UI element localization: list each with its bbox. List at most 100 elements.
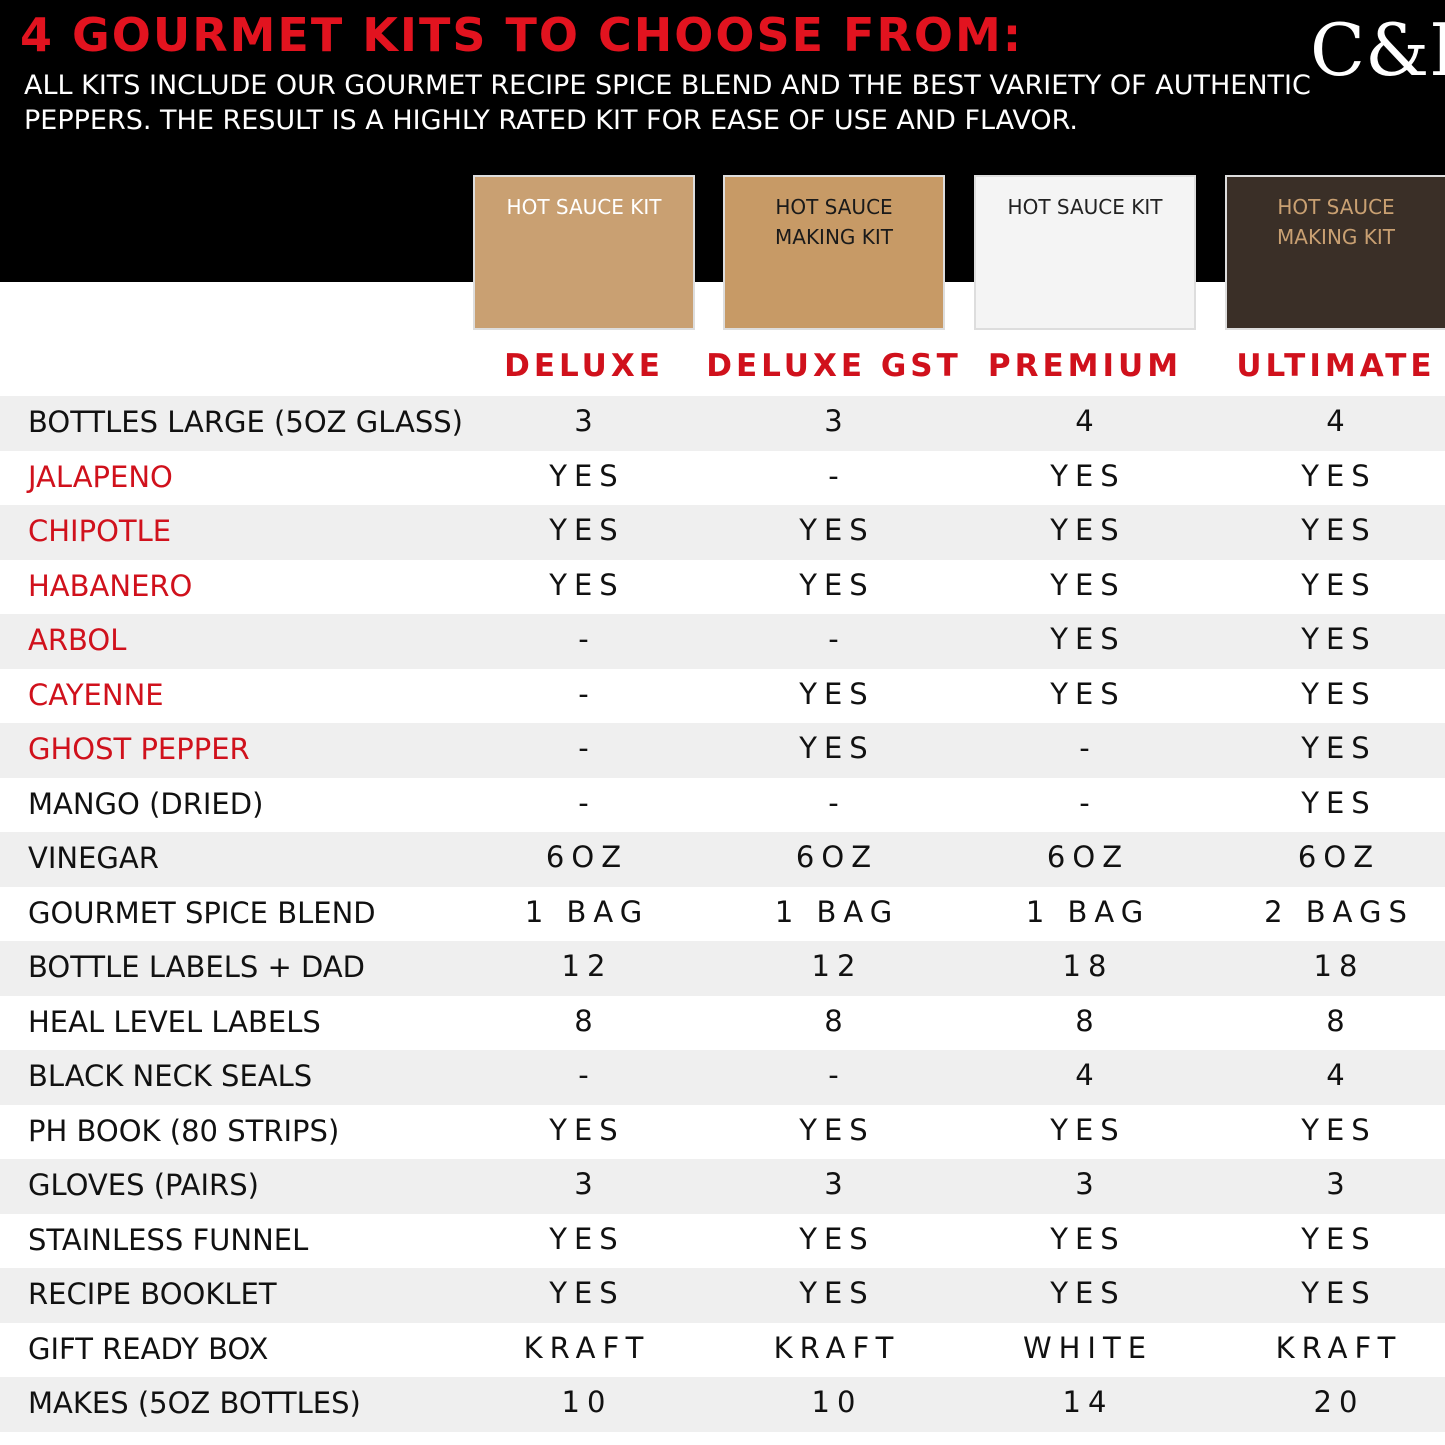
row-label: GIFT READY BOX (28, 1331, 269, 1366)
cell: YES (549, 567, 625, 602)
cell: - (578, 1058, 596, 1092)
cell: YES (799, 731, 875, 765)
table-row (0, 450, 1445, 505)
cell: - (1079, 731, 1097, 765)
cell: 12 (811, 949, 863, 983)
cell: - (578, 785, 596, 820)
table-row (0, 559, 1445, 614)
table-row (0, 396, 1445, 451)
table-row (0, 1159, 1445, 1214)
title: 4 GOURMET KITS TO CHOOSE FROM: (20, 8, 1024, 62)
cell: - (578, 731, 596, 765)
cell: 4 (1075, 404, 1101, 438)
cell: - (828, 1058, 846, 1092)
row-label: JALAPENO (28, 459, 173, 494)
cell: KRAFT (773, 1330, 901, 1365)
cell: 4 (1326, 1058, 1352, 1092)
table-row (0, 614, 1445, 669)
cell: 4 (1326, 404, 1352, 438)
product-box: HOT SAUCE MAKING KIT (723, 175, 945, 330)
cell: - (828, 622, 846, 656)
column-header: DELUXE (504, 348, 664, 384)
box-text: HOT SAUCE KIT (506, 195, 662, 219)
cell: YES (1301, 1112, 1377, 1147)
cell: 4 (1075, 1058, 1101, 1092)
cell: YES (799, 1112, 875, 1147)
table-row (0, 1213, 1445, 1268)
cell: KRAFT (523, 1330, 651, 1365)
cell: 6OZ (1046, 840, 1130, 874)
table-row (0, 723, 1445, 778)
cell: YES (799, 1221, 875, 1256)
cell: 10 (811, 1385, 863, 1419)
cell: WHITE (1022, 1330, 1154, 1365)
cell: 3 (1075, 1167, 1101, 1201)
row-label: GOURMET SPICE BLEND (28, 895, 376, 930)
cell: 1 BAG (1025, 894, 1151, 929)
box-text: HOT SAUCE KIT (1007, 195, 1163, 219)
table-row (0, 1104, 1445, 1159)
cell: YES (1050, 1276, 1126, 1310)
row-label: MAKES (5OZ BOTTLES) (28, 1386, 361, 1420)
column-header: DELUXE GST (706, 348, 962, 384)
box-text: MAKING KIT (1277, 225, 1395, 249)
cell: YES (1301, 731, 1377, 765)
cell: YES (1050, 676, 1126, 711)
product-box: HOT SAUCE MAKING KIT (1225, 175, 1445, 330)
row-label: GLOVES (PAIRS) (28, 1168, 259, 1202)
cell: YES (799, 676, 875, 711)
cell: 8 (1075, 1003, 1101, 1038)
cell: KRAFT (1275, 1330, 1403, 1365)
table-row (0, 1268, 1445, 1323)
row-label: HEAL LEVEL LABELS (28, 1004, 321, 1039)
cell: YES (549, 1221, 625, 1256)
row-label: BLACK NECK SEALS (28, 1059, 313, 1093)
cell: 8 (824, 1003, 850, 1038)
cell: 3 (824, 1167, 850, 1201)
table-row (0, 1050, 1445, 1105)
row-label: ARBOL (28, 623, 127, 657)
cell: 2 BAGS (1264, 894, 1414, 929)
cell: - (828, 785, 846, 820)
cell: 20 (1313, 1385, 1365, 1419)
cell: YES (1301, 458, 1377, 493)
table-row (0, 995, 1445, 1050)
cell: YES (1301, 785, 1377, 820)
table-row (0, 832, 1445, 887)
row-label: VINEGAR (28, 841, 159, 875)
cell: 6OZ (545, 840, 629, 874)
cell: YES (1050, 567, 1126, 602)
cell: - (828, 458, 846, 493)
cell: YES (549, 1112, 625, 1147)
cell: YES (1301, 676, 1377, 711)
cell: YES (549, 513, 625, 547)
cell: YES (1050, 622, 1126, 656)
row-label: MANGO (DRIED) (28, 786, 264, 821)
cell: 1 BAG (524, 894, 650, 929)
cell: 10 (561, 1385, 613, 1419)
box-text: HOT SAUCE (1277, 195, 1395, 219)
cell: YES (1050, 458, 1126, 493)
cell: 3 (1326, 1167, 1352, 1201)
column-header: PREMIUM (987, 348, 1183, 384)
cell: 8 (1326, 1003, 1352, 1038)
row-label: BOTTLE LABELS + DAD (28, 950, 365, 984)
cell: 1 BAG (774, 894, 900, 929)
column-header: ULTIMATE (1236, 348, 1436, 384)
cell: 6OZ (1297, 840, 1381, 874)
cell: 3 (824, 404, 850, 438)
cell: 18 (1313, 949, 1365, 983)
cell: YES (799, 567, 875, 602)
row-label: CHIPOTLE (28, 514, 172, 548)
cell: YES (1301, 513, 1377, 547)
header-band (0, 0, 1445, 282)
cell: YES (799, 513, 875, 547)
cell: - (1079, 785, 1097, 820)
table-row (0, 886, 1445, 941)
cell: YES (1301, 1276, 1377, 1310)
subtitle: PEPPERS. THE RESULT IS A HIGHLY RATED KI… (24, 105, 1079, 136)
cell: 3 (574, 404, 600, 438)
product-box: HOT SAUCE KIT (473, 175, 695, 330)
cell: 12 (561, 949, 613, 983)
